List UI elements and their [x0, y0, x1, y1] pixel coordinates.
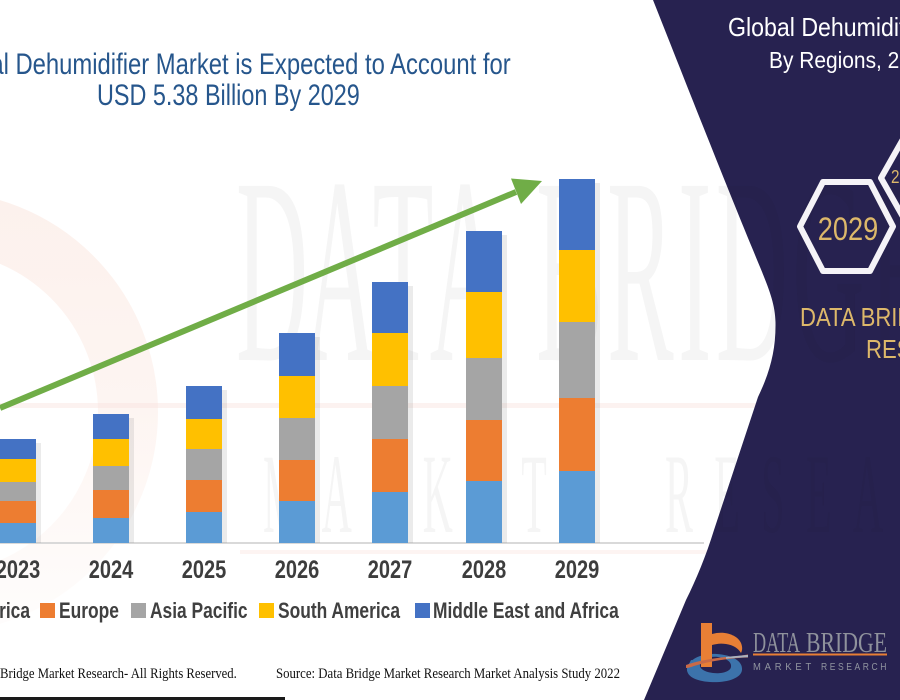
svg-text:MARKET: MARKET	[753, 662, 815, 673]
svg-text:RESEARCH: RESEARCH	[821, 662, 889, 673]
